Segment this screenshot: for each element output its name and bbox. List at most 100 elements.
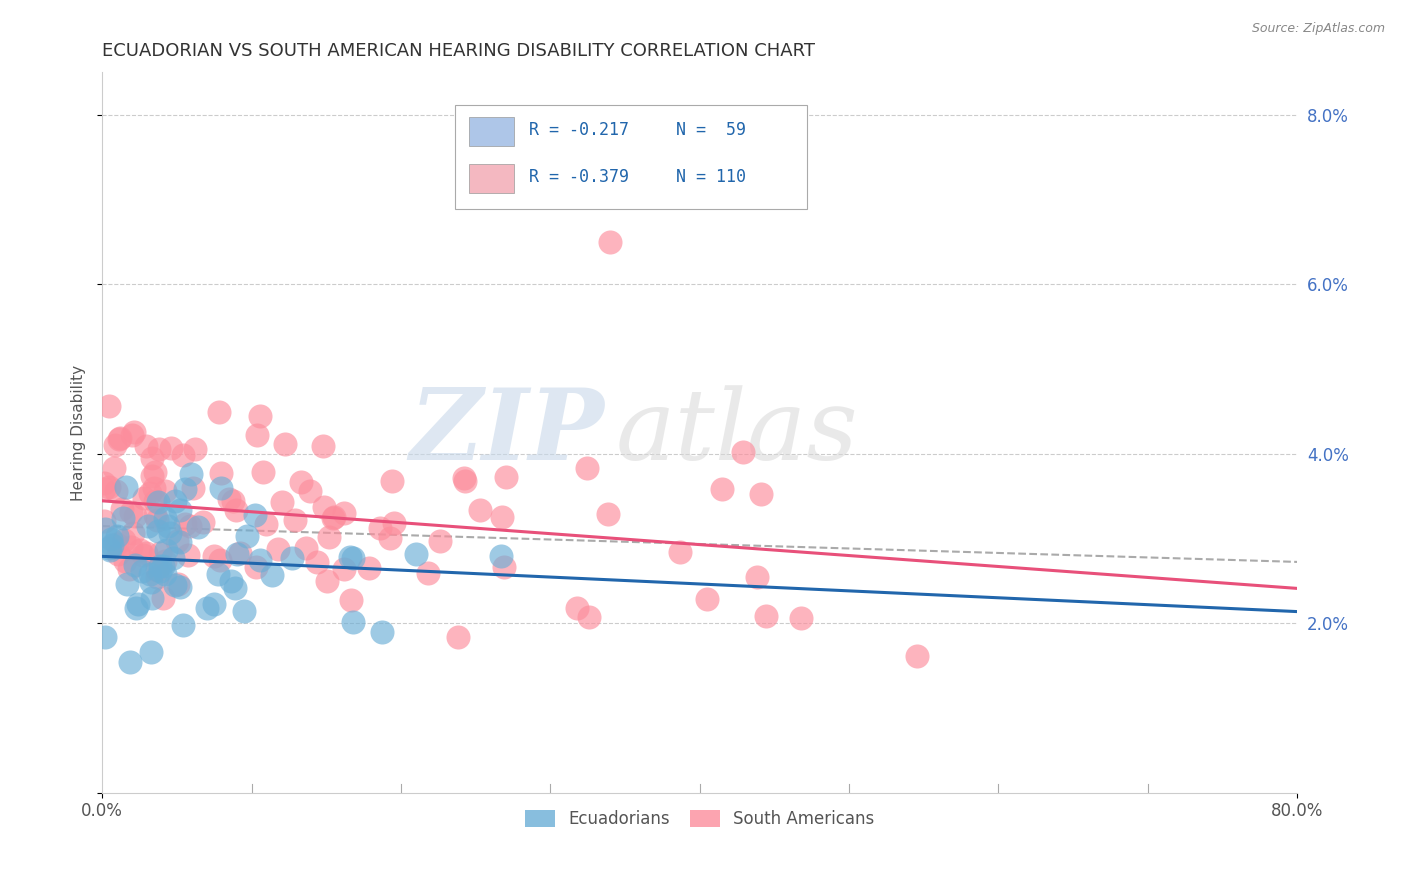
Point [117, 577, 139, 591]
Point [245, 508, 267, 522]
Point [98, 543, 121, 558]
Point [565, 601, 588, 615]
Point [429, 534, 451, 549]
Point [153, 554, 176, 568]
Point [114, 554, 136, 568]
Point [167, 577, 190, 591]
Text: R = -0.217: R = -0.217 [529, 121, 628, 139]
Bar [470, 164, 515, 193]
Point [157, 518, 180, 533]
Text: R = -0.379: R = -0.379 [529, 168, 628, 186]
Point [118, 655, 141, 669]
Point [139, 645, 162, 659]
Text: N = 110: N = 110 [676, 168, 745, 186]
Point [596, 507, 619, 521]
Point [118, 562, 141, 576]
Point [789, 610, 811, 624]
Point [139, 486, 162, 500]
Point [115, 480, 138, 494]
Point [208, 405, 231, 419]
Text: ZIP: ZIP [409, 384, 605, 481]
Point [576, 461, 599, 475]
Point [111, 510, 134, 524]
Point [148, 442, 170, 456]
Point [371, 625, 394, 640]
Point [160, 441, 183, 455]
Point [104, 438, 127, 452]
Point [318, 530, 340, 544]
Point [905, 649, 928, 664]
Point [197, 601, 219, 615]
Point [312, 500, 335, 515]
Point [111, 501, 134, 516]
Point [155, 511, 177, 525]
Point [180, 467, 202, 481]
Point [98, 480, 121, 494]
Point [236, 528, 259, 542]
Point [93, 514, 115, 528]
Point [139, 574, 162, 589]
Point [141, 450, 163, 465]
Point [339, 593, 361, 607]
Point [152, 559, 174, 574]
Point [221, 574, 243, 589]
Text: Source: ZipAtlas.com: Source: ZipAtlas.com [1251, 22, 1385, 36]
Point [143, 494, 166, 508]
Point [711, 483, 734, 497]
Point [378, 531, 401, 545]
Point [172, 448, 194, 462]
Point [245, 428, 267, 442]
Point [163, 494, 186, 508]
Point [131, 564, 153, 578]
Point [191, 516, 214, 530]
Point [163, 578, 186, 592]
Point [284, 513, 307, 527]
Point [93, 476, 115, 491]
Point [98, 541, 121, 555]
Point [105, 537, 128, 551]
Point [124, 508, 146, 523]
Point [139, 566, 162, 581]
Point [159, 526, 181, 541]
Point [207, 566, 229, 581]
Point [249, 409, 271, 424]
Point [755, 608, 778, 623]
Point [578, 609, 600, 624]
Point [316, 574, 339, 589]
Point [146, 495, 169, 509]
Point [124, 558, 146, 573]
Point [143, 466, 166, 480]
Point [468, 503, 491, 517]
Point [149, 559, 172, 574]
Point [105, 529, 128, 543]
Y-axis label: Hearing Disability: Hearing Disability [72, 365, 86, 500]
Point [295, 541, 318, 555]
Point [342, 615, 364, 630]
Point [225, 547, 247, 561]
Point [132, 548, 155, 562]
Point [120, 540, 142, 554]
Point [218, 492, 240, 507]
Point [202, 549, 225, 563]
Point [489, 549, 512, 563]
Point [225, 502, 247, 516]
Point [169, 502, 191, 516]
Point [202, 598, 225, 612]
Point [731, 445, 754, 459]
Point [273, 436, 295, 450]
Point [120, 505, 142, 519]
Point [696, 591, 718, 606]
Point [599, 235, 621, 249]
Point [209, 481, 232, 495]
Point [177, 548, 200, 562]
Point [94, 522, 117, 536]
Point [312, 439, 335, 453]
Point [339, 549, 361, 564]
Point [100, 532, 122, 546]
Point [103, 460, 125, 475]
Point [94, 630, 117, 644]
Point [232, 604, 254, 618]
Point [453, 471, 475, 485]
Point [122, 425, 145, 439]
Point [245, 560, 267, 574]
